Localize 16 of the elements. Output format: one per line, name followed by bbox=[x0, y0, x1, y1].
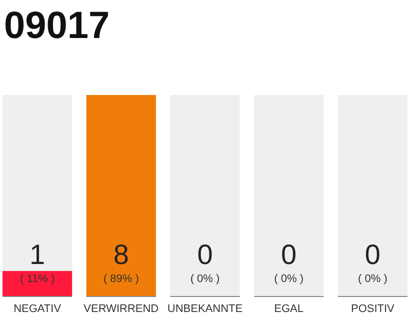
annotation: ( 0% ) bbox=[274, 273, 304, 285]
annotation: ( 0% ) bbox=[358, 273, 388, 285]
x-tick-label: EGAL bbox=[274, 303, 304, 315]
annotation: ( 89% ) bbox=[103, 273, 139, 285]
x-tick-label: NEGATIV bbox=[14, 303, 62, 315]
x-tick-label: VERWIRREND bbox=[84, 303, 159, 315]
annotation: 0 bbox=[281, 239, 297, 270]
x-tick-label: POSITIV bbox=[350, 303, 396, 315]
data-label: 1 bbox=[30, 239, 46, 270]
annotation: 0 bbox=[364, 239, 380, 270]
annotation: ( 0% ) bbox=[190, 273, 220, 285]
annotation: 0 bbox=[197, 239, 213, 270]
annotation: ( 11% ) bbox=[20, 273, 55, 285]
x-tick-label: UNBEKANNTE bbox=[167, 303, 243, 315]
chart-title: 09017 bbox=[4, 5, 110, 47]
data-label: 8 bbox=[113, 239, 129, 270]
